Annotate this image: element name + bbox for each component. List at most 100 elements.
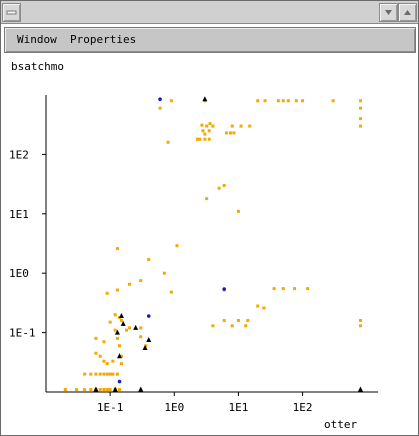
data-point-square bbox=[169, 99, 173, 103]
data-point-square bbox=[208, 122, 212, 126]
window-menu-button[interactable] bbox=[2, 3, 21, 22]
data-point-square bbox=[102, 340, 106, 344]
data-point-square bbox=[115, 372, 119, 376]
data-point-square bbox=[262, 306, 266, 310]
data-point-square bbox=[108, 388, 112, 392]
data-point-square bbox=[115, 288, 119, 292]
data-point-square bbox=[89, 372, 93, 376]
menu-window[interactable]: Window bbox=[17, 33, 57, 46]
data-point-triangle bbox=[117, 353, 123, 359]
maximize-button[interactable] bbox=[398, 3, 417, 22]
data-point-square bbox=[113, 328, 117, 332]
data-point-square bbox=[125, 328, 129, 332]
data-point-square bbox=[63, 388, 67, 392]
data-point-triangle bbox=[133, 324, 139, 330]
data-point-square bbox=[105, 291, 109, 295]
data-point-square bbox=[246, 318, 250, 322]
data-point-square bbox=[113, 313, 117, 317]
data-point-square bbox=[217, 186, 221, 190]
data-point-triangle bbox=[146, 337, 152, 343]
menu-properties[interactable]: Properties bbox=[70, 33, 137, 46]
data-point-square bbox=[118, 344, 122, 348]
data-point-square bbox=[236, 318, 240, 322]
data-point-square bbox=[166, 140, 170, 144]
data-point-square bbox=[102, 359, 106, 363]
menu-bar: Window Properties bbox=[4, 27, 416, 53]
data-point-square bbox=[102, 372, 106, 376]
data-point-square bbox=[98, 388, 102, 392]
data-point-square bbox=[75, 388, 79, 392]
data-point-square bbox=[139, 335, 143, 339]
data-point-square bbox=[358, 99, 362, 103]
data-point-square bbox=[111, 359, 115, 363]
data-point-square bbox=[175, 244, 179, 248]
data-point-dot bbox=[146, 314, 151, 318]
data-point-triangle bbox=[112, 386, 118, 392]
data-point-square bbox=[89, 388, 93, 392]
data-point-square bbox=[294, 99, 298, 103]
data-point-square bbox=[139, 326, 143, 330]
data-point-square bbox=[144, 344, 148, 348]
x-tick-label: 1E-1 bbox=[97, 401, 124, 414]
data-point-square bbox=[272, 287, 276, 291]
data-point-square bbox=[94, 351, 98, 355]
data-point-square bbox=[195, 137, 199, 141]
data-point-square bbox=[105, 372, 109, 376]
data-point-square bbox=[119, 362, 123, 366]
data-point-square bbox=[105, 388, 109, 392]
data-point-square bbox=[306, 287, 310, 291]
data-point-square bbox=[211, 124, 215, 128]
data-point-square bbox=[200, 123, 204, 127]
x-tick-label: 1E2 bbox=[293, 401, 313, 414]
data-point-square bbox=[111, 372, 115, 376]
data-point-square bbox=[127, 282, 131, 286]
data-point-square bbox=[236, 209, 240, 213]
data-point-triangle bbox=[114, 329, 120, 335]
data-point-triangle bbox=[138, 386, 144, 392]
data-point-dot bbox=[158, 97, 162, 101]
maximize-icon bbox=[404, 10, 411, 15]
data-point-square bbox=[248, 124, 252, 128]
data-point-square bbox=[98, 372, 102, 376]
title-bar[interactable] bbox=[1, 1, 418, 24]
x-tick-label: 1E1 bbox=[228, 401, 248, 414]
data-point-square bbox=[203, 137, 207, 141]
data-point-square bbox=[115, 336, 119, 340]
data-point-square bbox=[169, 290, 173, 294]
data-point-square bbox=[94, 336, 98, 340]
data-point-square bbox=[201, 129, 205, 133]
y-tick-label: 1E-1 bbox=[9, 327, 36, 340]
data-point-square bbox=[222, 183, 226, 187]
data-point-square bbox=[358, 106, 362, 110]
minimize-icon bbox=[385, 10, 392, 15]
data-point-square bbox=[83, 372, 87, 376]
data-point-square bbox=[222, 318, 226, 322]
minimize-button[interactable] bbox=[379, 3, 398, 22]
data-point-square bbox=[281, 99, 285, 103]
data-point-square bbox=[119, 354, 123, 358]
data-point-square bbox=[244, 324, 248, 328]
data-point-square bbox=[118, 388, 122, 392]
data-point-square bbox=[263, 99, 267, 103]
data-point-triangle bbox=[142, 345, 148, 351]
data-point-square bbox=[228, 131, 232, 135]
data-point-triangle bbox=[202, 96, 208, 102]
data-point-square bbox=[102, 388, 106, 392]
data-point-square bbox=[358, 117, 362, 121]
data-point-square bbox=[98, 354, 102, 358]
window-menu-icon bbox=[6, 10, 17, 15]
data-point-square bbox=[331, 99, 335, 103]
data-point-square bbox=[108, 320, 112, 324]
data-point-dot bbox=[222, 287, 226, 291]
data-point-dot bbox=[117, 379, 122, 384]
x-tick-label: 1E0 bbox=[164, 401, 184, 414]
data-point-triangle bbox=[357, 386, 363, 392]
data-point-square bbox=[147, 258, 151, 262]
data-point-square bbox=[139, 279, 143, 283]
data-point-square bbox=[230, 324, 234, 328]
data-point-square bbox=[358, 324, 362, 328]
y-tick-label: 1E0 bbox=[9, 267, 29, 280]
data-point-triangle bbox=[118, 313, 124, 319]
y-tick-label: 1E1 bbox=[9, 208, 29, 221]
